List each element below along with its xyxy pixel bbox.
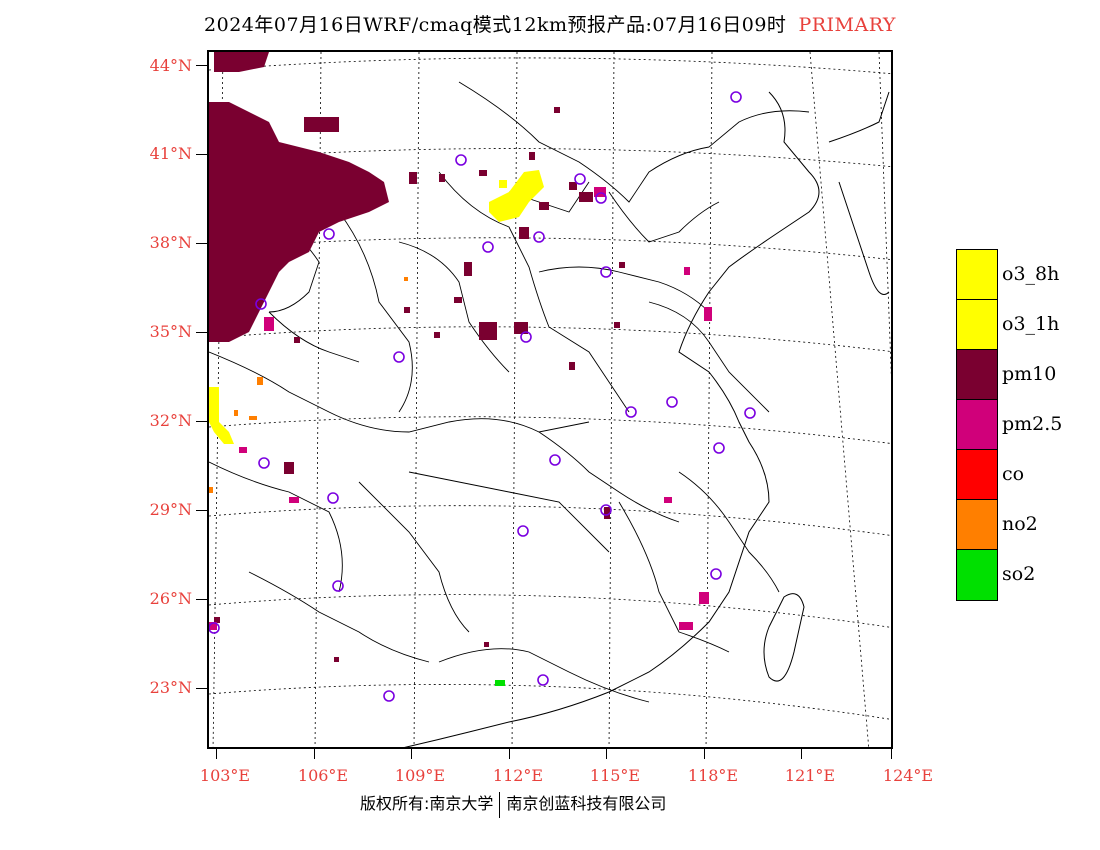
lon-label-106: 106°E xyxy=(297,766,349,785)
title-main: 2024年07月16日WRF/cmaq模式12km预报产品:07月16日09时 xyxy=(204,14,787,36)
lat-label-35: 35°N xyxy=(149,322,192,341)
lat-tick xyxy=(196,65,207,66)
lon-tick xyxy=(704,749,705,759)
legend-swatch-o3-8h xyxy=(957,250,997,300)
no2-regions xyxy=(209,277,408,493)
legend-label-co: co xyxy=(1002,463,1025,485)
footer-left: 版权所有:南京大学 xyxy=(360,794,494,813)
lon-tick xyxy=(606,749,607,759)
lon-label-109: 109°E xyxy=(394,766,446,785)
lat-label-26: 26°N xyxy=(149,589,192,608)
footer-right: 南京创蓝科技有限公司 xyxy=(506,794,667,813)
legend-swatch-so2 xyxy=(957,550,997,600)
lat-tick xyxy=(196,599,207,600)
so2-regions xyxy=(495,680,505,686)
copyright-footer: 版权所有:南京大学 南京创蓝科技有限公司 xyxy=(360,790,666,818)
lon-label-103: 103°E xyxy=(199,766,251,785)
legend-labels: o3_8h o3_1h pm10 pm2.5 co no2 so2 xyxy=(1002,249,1062,599)
legend-swatch-o3-1h xyxy=(957,300,997,350)
legend-swatch-pm10 xyxy=(957,350,997,400)
lon-label-121: 121°E xyxy=(784,766,836,785)
map-title: 2024年07月16日WRF/cmaq模式12km预报产品:07月16日09时 P… xyxy=(0,10,1100,37)
lon-tick xyxy=(411,749,412,759)
legend-swatch-no2 xyxy=(957,500,997,550)
legend-swatch-co xyxy=(957,450,997,500)
lon-label-124: 124°E xyxy=(882,766,934,785)
footer-separator xyxy=(499,791,501,818)
lat-label-32: 32°N xyxy=(149,411,192,430)
coastline xyxy=(404,91,890,747)
legend-swatches xyxy=(956,249,998,601)
map-svg xyxy=(209,52,891,747)
lat-tick xyxy=(196,154,207,155)
lat-tick xyxy=(196,332,207,333)
map-panel[interactable] xyxy=(207,50,893,749)
legend-swatch-pm25 xyxy=(957,400,997,450)
lat-tick xyxy=(196,243,207,244)
title-tag: PRIMARY xyxy=(798,14,896,36)
legend-label-pm25: pm2.5 xyxy=(1002,413,1063,435)
legend-label-o3-1h: o3_1h xyxy=(1002,313,1060,335)
lon-label-118: 118°E xyxy=(687,766,739,785)
pm10-regions xyxy=(209,52,625,662)
lat-tick xyxy=(196,421,207,422)
legend-label-no2: no2 xyxy=(1002,513,1038,535)
pm25-regions xyxy=(209,187,712,630)
lon-tick xyxy=(509,749,510,759)
legend-label-pm10: pm10 xyxy=(1002,363,1057,385)
province-boundaries xyxy=(209,81,810,703)
lon-tick xyxy=(216,749,217,759)
lat-label-38: 38°N xyxy=(149,233,192,252)
lat-label-44: 44°N xyxy=(149,56,192,75)
lat-label-23: 23°N xyxy=(149,678,192,697)
lon-tick xyxy=(891,749,892,759)
legend-label-o3-8h: o3_8h xyxy=(1002,263,1060,285)
lat-label-29: 29°N xyxy=(149,500,192,519)
station-markers xyxy=(209,91,756,702)
lon-tick xyxy=(801,749,802,759)
lat-tick xyxy=(196,510,207,511)
lon-label-112: 112°E xyxy=(492,766,544,785)
lon-label-115: 115°E xyxy=(589,766,641,785)
lat-tick xyxy=(196,688,207,689)
lon-tick xyxy=(314,749,315,759)
legend-label-so2: so2 xyxy=(1002,563,1036,585)
lat-label-41: 41°N xyxy=(149,144,192,163)
o3-regions xyxy=(209,170,544,444)
